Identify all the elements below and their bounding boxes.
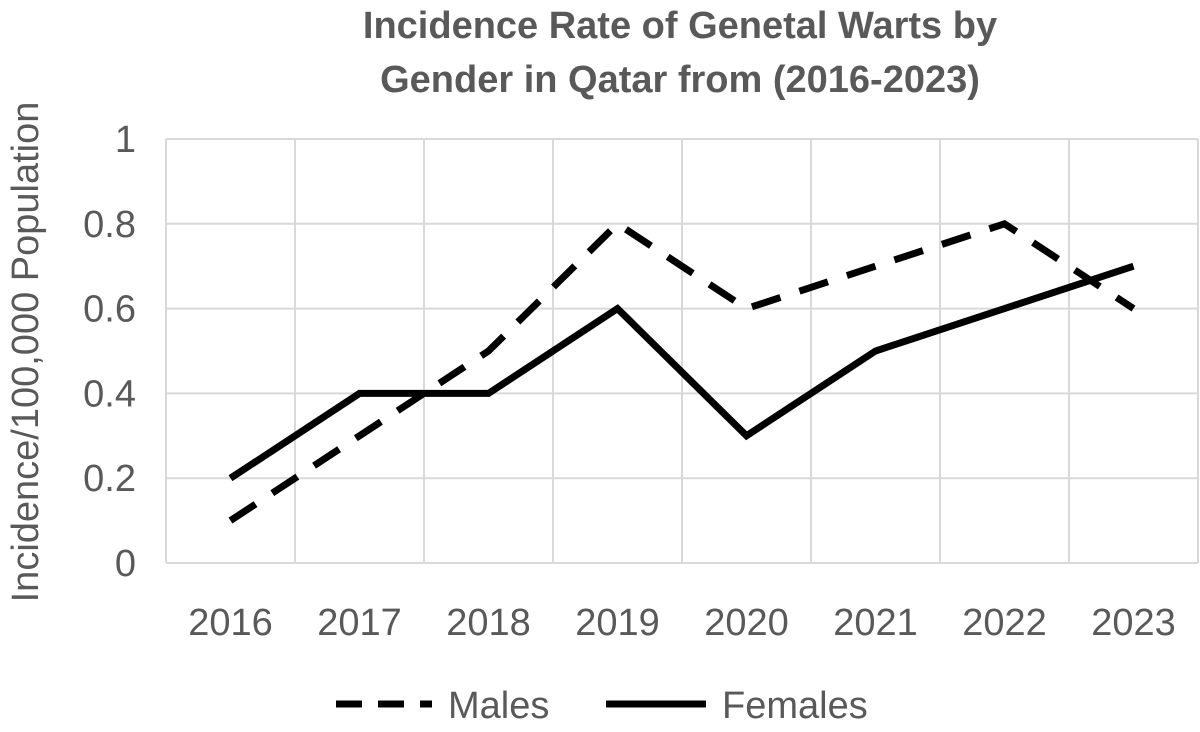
y-tick-label: 1 [115, 119, 136, 161]
y-tick-label: 0 [115, 543, 136, 585]
chart-title-line-2: Gender in Qatar from (2016-2023) [380, 59, 980, 101]
legend-males-label: Males [448, 685, 549, 727]
y-tick-label: 0.2 [83, 458, 136, 500]
x-tick-label: 2018 [446, 602, 531, 644]
series-line-females [228, 262, 1135, 482]
x-tick-label: 2019 [575, 602, 660, 644]
x-tick-label: 2023 [1091, 602, 1176, 644]
y-tick-label: 0.6 [83, 289, 136, 331]
x-tick-label: 2016 [188, 602, 273, 644]
gridlines [165, 138, 1199, 564]
x-tick-label: 2022 [962, 602, 1047, 644]
y-tick-label: 0.8 [83, 204, 136, 246]
y-tick-label: 0.4 [83, 373, 136, 415]
series-line-males [228, 219, 1136, 524]
x-axis-ticks: 2016 2017 2018 2019 2020 2021 2022 2023 [188, 602, 1176, 644]
x-tick-label: 2021 [833, 602, 918, 644]
x-tick-label: 2017 [317, 602, 402, 644]
chart-title-line-1: Incidence Rate of Genetal Warts by [363, 5, 997, 47]
legend-females-label: Females [722, 685, 868, 727]
y-axis-ticks: 0 0.2 0.4 0.6 0.8 1 [83, 119, 136, 585]
series-lines [228, 219, 1136, 524]
y-axis-label: Incidence/100,000 Population [5, 102, 47, 603]
legend: Males Females [336, 685, 868, 727]
x-tick-label: 2020 [704, 602, 789, 644]
